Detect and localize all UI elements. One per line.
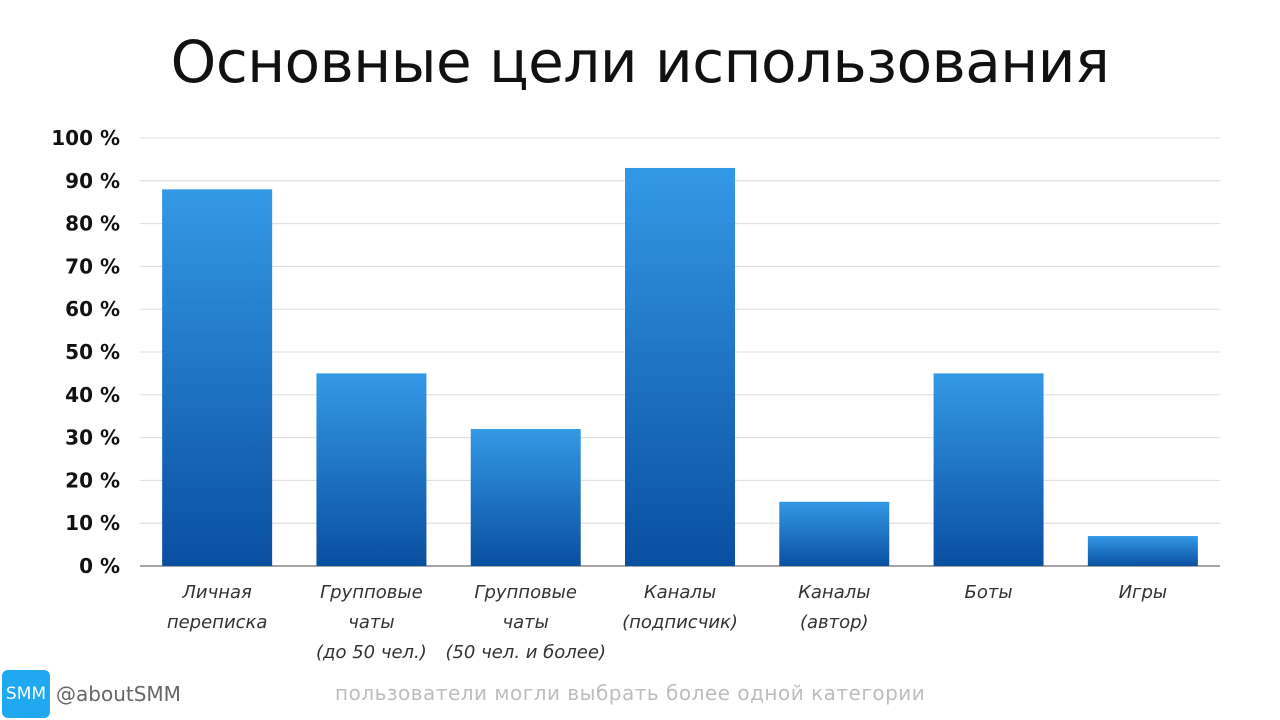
y-tick-label: 0 % [79,554,120,578]
x-tick-label: (автор) [800,612,869,633]
bar [316,373,427,566]
x-tick-label: (50 чел. и более) [445,642,606,663]
smm-logo: SMM [2,670,50,718]
y-tick-label: 30 % [65,426,120,450]
bar [933,373,1044,566]
x-tick-label: Игры [1119,582,1168,603]
x-tick-label: Групповые [474,582,577,603]
x-tick-label: Боты [965,582,1013,603]
footnote: пользователи могли выбрать более одной к… [335,681,926,705]
y-tick-label: 20 % [65,468,120,492]
bar [779,501,890,566]
x-tick-label: Групповые [320,582,423,603]
y-tick-label: 60 % [65,297,120,321]
x-tick-label: Каналы [644,582,716,603]
x-tick-label: Личная [181,582,252,603]
y-tick-label: 10 % [65,511,120,535]
y-tick-label: 90 % [65,169,120,193]
bar [1087,536,1198,566]
x-tick-label: чаты [503,612,549,633]
chart-title: Основные цели использования [170,28,1110,96]
x-tick-label: (подписчик) [622,612,738,633]
x-tick-label: (до 50 чел.) [316,642,427,663]
author-handle: @aboutSMM [56,682,181,706]
y-tick-label: 80 % [65,212,120,236]
x-tick-label: Каналы [798,582,870,603]
bar [625,167,735,566]
x-tick-label: чаты [348,612,394,633]
y-tick-label: 100 % [51,126,120,150]
bar [470,429,581,566]
y-tick-label: 70 % [65,254,120,278]
y-tick-label: 40 % [65,383,120,407]
x-tick-label: переписка [167,612,268,633]
y-tick-label: 50 % [65,340,120,364]
bar [162,189,273,567]
